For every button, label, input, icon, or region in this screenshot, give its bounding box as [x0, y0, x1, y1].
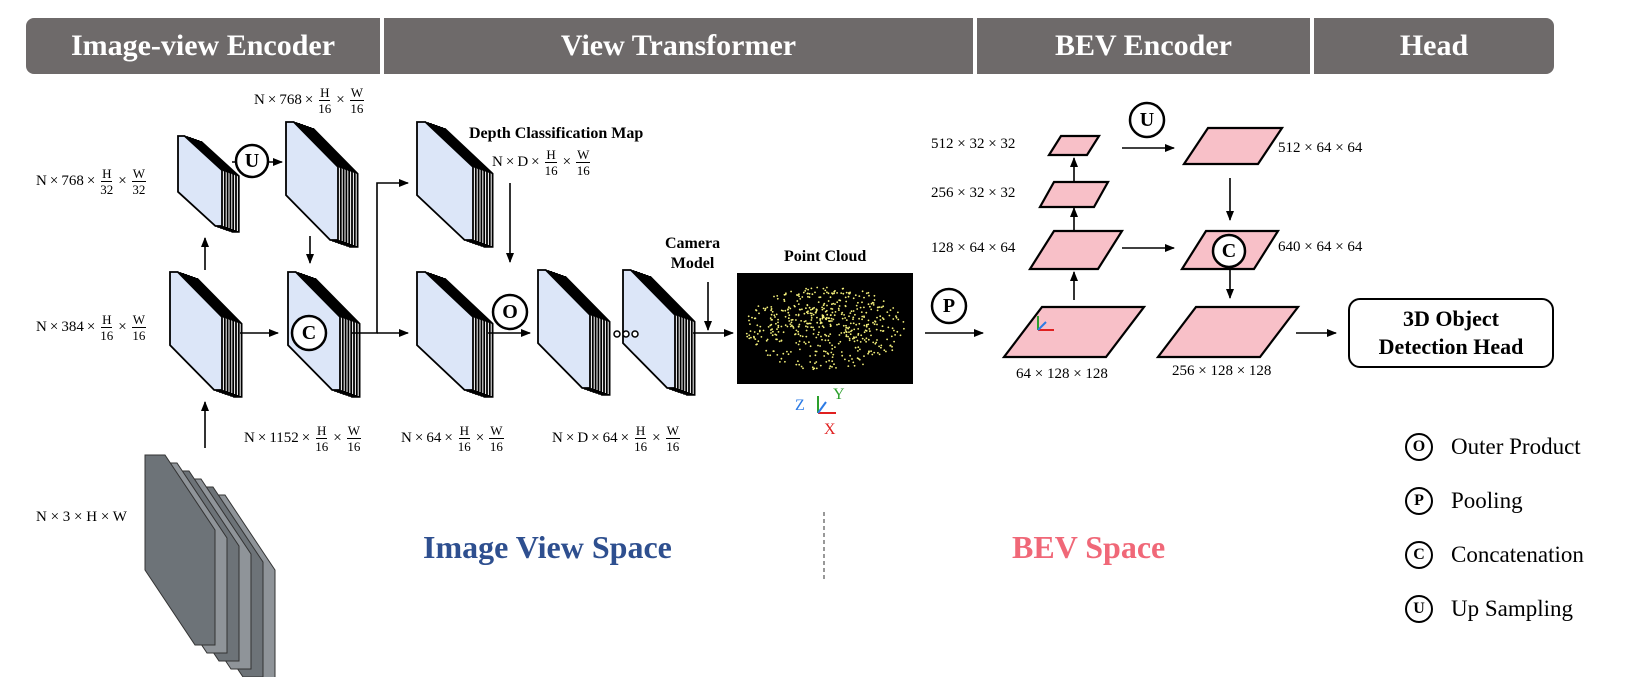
feature-map-n384-h16 — [169, 271, 243, 398]
label-n384-h16: N × 384 × H 16 × W 16 — [36, 312, 147, 343]
bev-feature-128x64 — [1028, 229, 1124, 271]
camera-model-label: Camera Model — [665, 235, 721, 272]
bev-label-64x128: 64 × 128 × 128 — [1016, 366, 1108, 382]
bev-feature-256x32 — [1038, 180, 1110, 209]
point-cloud-image — [737, 273, 913, 384]
header-bev-encoder: BEV Encoder — [977, 18, 1310, 74]
frustum-feature-stack-1 — [537, 269, 611, 396]
ellipsis-dot — [631, 330, 639, 338]
svg-text:C: C — [1222, 240, 1236, 262]
axis-y-label: Y — [833, 386, 845, 403]
svg-text:C: C — [302, 322, 316, 344]
bev-feature-256x128 — [1155, 305, 1301, 359]
bev-label-640x64: 640 × 64 × 64 — [1278, 239, 1363, 255]
label-nd64-h16: N × D × 64 × H 16 × W 16 — [552, 423, 680, 454]
label-n64-h16: N × 64 × H 16 × W 16 — [401, 423, 504, 454]
axis-z-label: Z — [795, 397, 805, 414]
concat-operator: C — [290, 314, 328, 352]
input-images-stack — [144, 454, 276, 677]
bev-feature-512x64 — [1181, 126, 1285, 166]
bev-feature-512x32 — [1047, 134, 1101, 157]
pooling-operator: P — [930, 287, 968, 325]
ellipsis-dot — [613, 330, 621, 338]
header-head: Head — [1314, 18, 1554, 74]
outer-product-operator: O — [491, 293, 529, 331]
bev-label-128x64: 128 × 64 × 64 — [931, 240, 1016, 256]
bev-feature-64x128 — [1001, 305, 1147, 359]
bev-label-512x32: 512 × 32 × 32 — [931, 136, 1016, 152]
legend-concatenation: C Concatenation — [1405, 541, 1584, 569]
legend-label: Concatenation — [1451, 542, 1584, 567]
bev-label-512x64: 512 × 64 × 64 — [1278, 140, 1363, 156]
point-cloud-title: Point Cloud — [784, 248, 867, 265]
concatenation-symbol: C — [1405, 541, 1433, 569]
image-view-space-label: Image View Space — [423, 529, 672, 565]
bev-space-label: BEV Space — [1012, 529, 1166, 565]
bev-upsample-operator: U — [1128, 101, 1166, 139]
upsample-operator: U — [234, 143, 270, 179]
feature-map-n64 — [416, 271, 494, 398]
legend-label: Up Sampling — [1451, 596, 1574, 621]
feature-map-n768-h32 — [177, 135, 240, 233]
svg-text:U: U — [1140, 109, 1154, 131]
bev-axis-z — [1037, 321, 1047, 331]
pc-axis-z — [817, 401, 827, 414]
svg-text:U: U — [245, 150, 259, 172]
pooling-symbol: P — [1405, 487, 1433, 515]
label-n768-h32: N × 768 × H 32 × W 32 — [36, 166, 147, 197]
label-n1152-h16: N × 1152 × H 16 × W 16 — [244, 423, 361, 454]
feature-map-n768-h16 — [285, 121, 359, 248]
header-view-transformer: View Transformer — [384, 18, 973, 74]
arrow-to-depth-map — [352, 179, 409, 334]
label-input-shape: N × 3 × H × W — [36, 509, 127, 525]
legend-label: Pooling — [1451, 488, 1523, 513]
label-n768-h16: N × 768 × H 16 × W 16 — [254, 85, 365, 116]
depth-classification-map-stack — [416, 121, 494, 248]
frustum-feature-stack-2 — [622, 269, 696, 396]
outer-product-symbol: O — [1405, 433, 1433, 461]
legend-up-sampling: U Up Sampling — [1405, 595, 1573, 623]
bev-concat-operator: C — [1211, 233, 1247, 269]
label-nd-h16: N × D × H 16 × W 16 — [492, 147, 591, 178]
header-image-view-encoder: Image-view Encoder — [26, 18, 380, 74]
svg-text:P: P — [943, 295, 955, 317]
legend-outer-product: O Outer Product — [1405, 433, 1581, 461]
axis-x-label: X — [824, 421, 836, 438]
detection-head-box: 3D Object Detection Head — [1348, 298, 1554, 368]
legend-pooling: P Pooling — [1405, 487, 1523, 515]
svg-text:O: O — [502, 301, 518, 323]
bev-label-256x32: 256 × 32 × 32 — [931, 185, 1016, 201]
depth-classification-map-title: Depth Classification Map — [469, 125, 644, 142]
up-sampling-symbol: U — [1405, 595, 1433, 623]
legend-label: Outer Product — [1451, 434, 1581, 459]
ellipsis-dot — [622, 330, 630, 338]
point-cloud-points — [745, 286, 905, 371]
bev-label-256x128: 256 × 128 × 128 — [1172, 363, 1272, 379]
